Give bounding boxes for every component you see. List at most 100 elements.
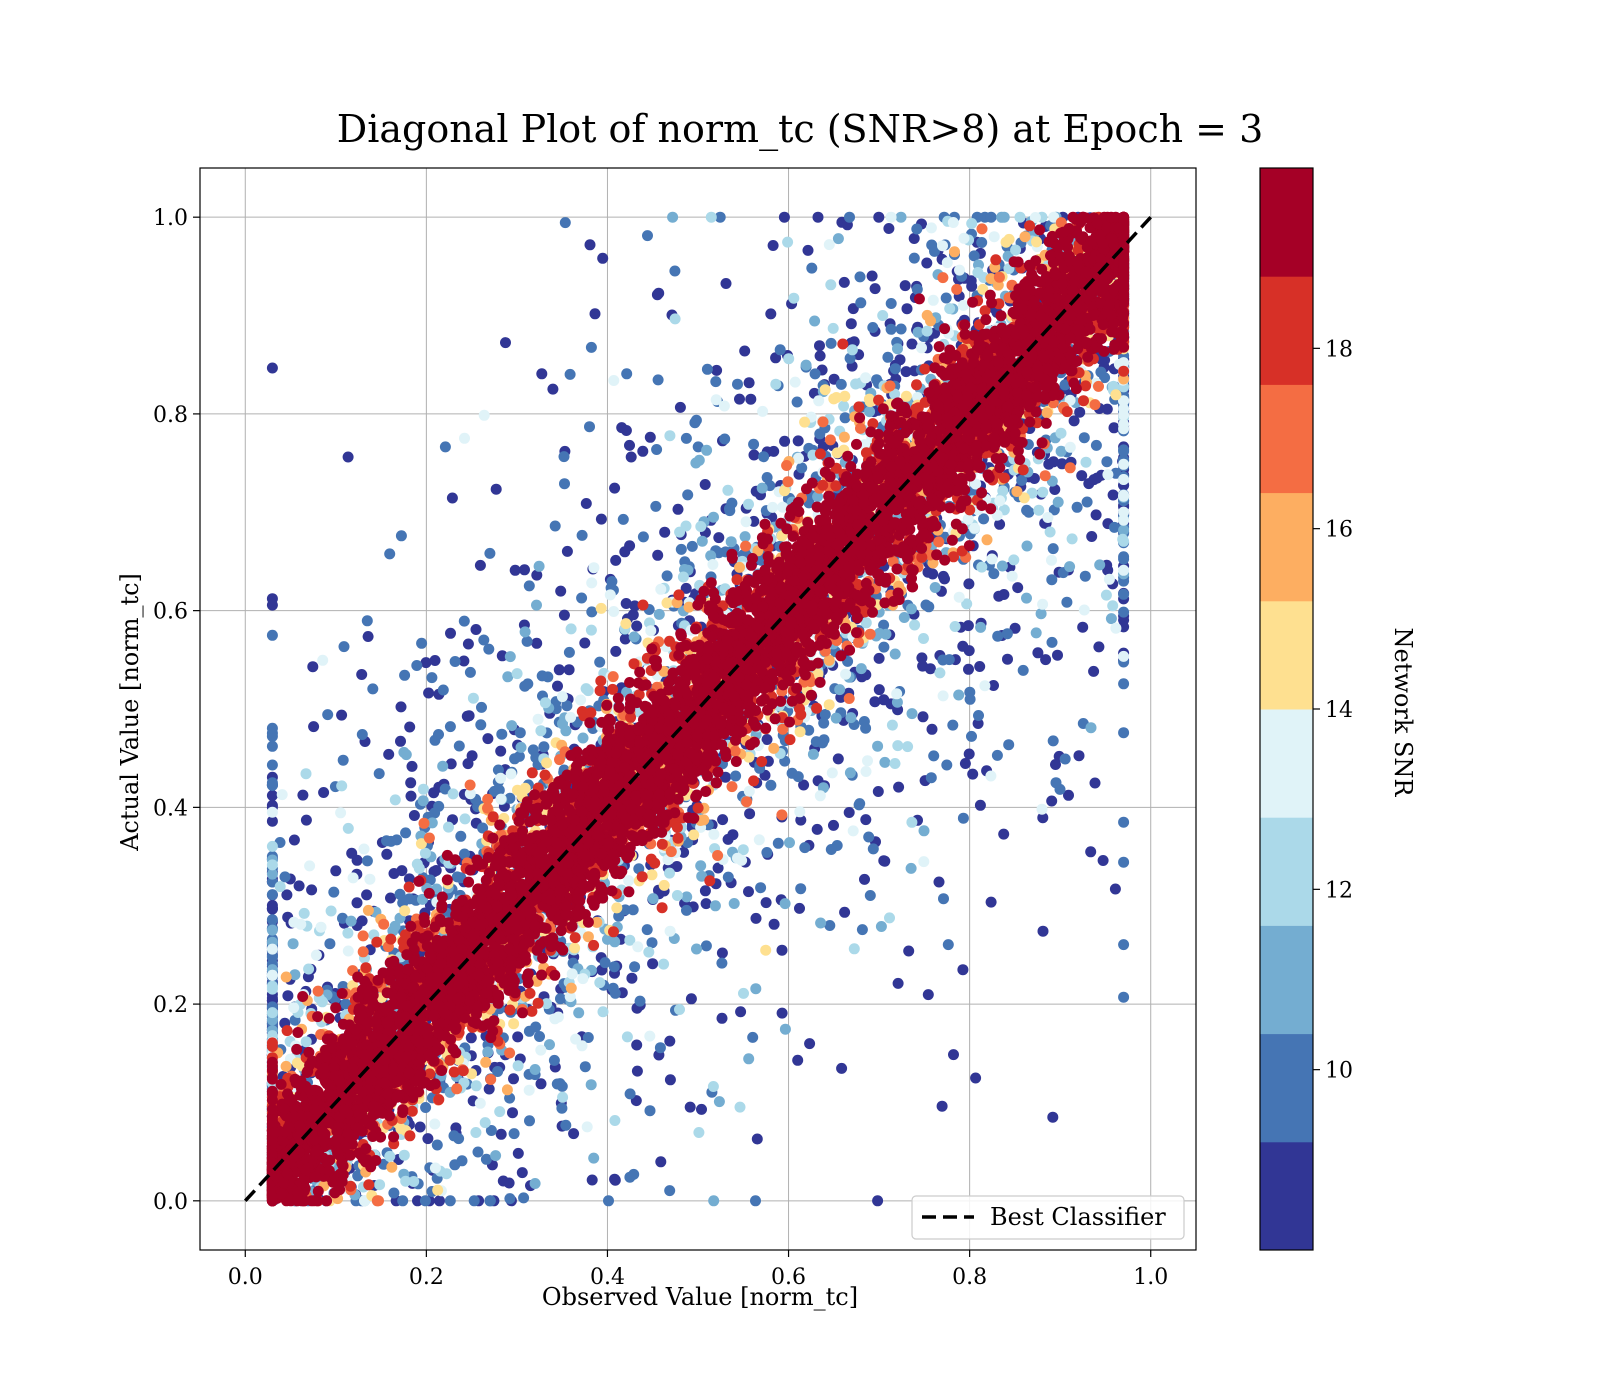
scatter-point <box>695 860 707 872</box>
scatter-point <box>575 694 587 706</box>
scatter-point <box>906 816 918 828</box>
scatter-point <box>497 1175 509 1187</box>
scatter-point <box>356 669 368 680</box>
scatter-point <box>531 637 543 649</box>
scatter-point <box>324 938 336 950</box>
scatter-point <box>814 340 825 352</box>
scatter-point <box>538 741 550 753</box>
scatter-point <box>929 582 941 593</box>
scatter-point <box>1118 490 1130 502</box>
scatter-point <box>1073 750 1085 762</box>
scatter-point <box>1118 458 1130 470</box>
scatter-point <box>642 230 653 242</box>
scatter-point <box>1110 622 1122 634</box>
scatter-point <box>1021 540 1033 552</box>
scatter-point <box>761 847 773 858</box>
scatter-point <box>559 217 571 229</box>
scatter-point <box>1064 561 1076 573</box>
scatter-point <box>905 603 917 615</box>
scatter-point <box>338 641 350 653</box>
scatter-point <box>1031 236 1042 248</box>
scatter-point <box>918 825 930 837</box>
scatter-point <box>878 641 890 653</box>
scatter-point <box>993 271 1005 283</box>
scatter-point <box>1085 722 1097 734</box>
scatter-point <box>711 364 723 376</box>
scatter-point <box>739 345 751 357</box>
scatter-point <box>300 768 312 780</box>
scatter-point <box>449 656 461 667</box>
scatter-point <box>1086 531 1098 542</box>
scatter-point <box>653 608 665 620</box>
scatter-point <box>395 530 407 542</box>
scatter-point <box>557 1091 569 1103</box>
scatter-point <box>776 809 788 821</box>
scatter-point <box>1102 469 1114 481</box>
scatter-point <box>646 937 658 949</box>
scatter-point <box>495 745 507 757</box>
scatter-point <box>792 435 804 447</box>
scatter-point <box>700 940 712 952</box>
scatter-point <box>362 904 374 916</box>
scatter-point <box>431 1139 443 1151</box>
scatter-point <box>719 433 731 445</box>
scatter-point <box>597 252 609 264</box>
scatter-point <box>1056 458 1068 470</box>
scatter-point <box>1006 570 1018 582</box>
scatter-point <box>906 338 918 350</box>
scatter-point <box>610 645 622 657</box>
scatter-point <box>884 912 895 924</box>
scatter-point <box>328 886 340 898</box>
scatter-point <box>902 741 914 753</box>
scatter-point <box>744 808 756 820</box>
scatter-point <box>266 362 278 374</box>
scatter-point <box>388 1187 400 1199</box>
scatter-point <box>885 323 897 335</box>
scatter-point <box>624 1088 636 1100</box>
scatter-point <box>644 1105 656 1117</box>
scatter-point <box>886 719 898 731</box>
scatter-point <box>696 535 708 547</box>
scatter-point <box>474 559 486 571</box>
scatter-point <box>751 1133 763 1145</box>
scatter-point <box>845 318 857 330</box>
scatter-point <box>429 1118 441 1130</box>
scatter-point <box>342 822 354 834</box>
scatter-point <box>770 378 782 390</box>
scatter-point <box>508 1018 520 1030</box>
scatter-point <box>512 1060 524 1072</box>
scatter-point <box>664 1035 676 1047</box>
scatter-point <box>1019 231 1031 243</box>
scatter-point <box>848 943 860 955</box>
scatter-point <box>765 308 777 320</box>
scatter-point <box>521 635 533 647</box>
scatter-point <box>476 701 487 713</box>
scatter-point <box>892 343 903 355</box>
scatter-point <box>453 740 465 752</box>
scatter-point <box>743 785 755 797</box>
scatter-point <box>701 363 713 375</box>
scatter-point <box>708 1195 720 1207</box>
scatter-point <box>433 729 444 740</box>
scatter-point <box>485 1074 497 1085</box>
scatter-point <box>884 380 896 392</box>
scatter-point <box>647 958 659 970</box>
scatter-point <box>740 516 752 528</box>
scatter-point <box>747 1031 759 1043</box>
scatter-point <box>964 693 976 705</box>
scatter-point <box>937 272 949 284</box>
scatter-point <box>553 664 565 676</box>
scatter-point <box>664 1074 676 1086</box>
scatter-point <box>705 211 717 223</box>
scatter-point <box>734 561 745 573</box>
scatter-point <box>985 896 997 908</box>
scatter-point <box>531 599 542 611</box>
scatter-point <box>632 941 644 953</box>
scatter-point <box>399 669 411 681</box>
scatter-point <box>750 1195 761 1207</box>
scatter-point <box>573 1007 585 1019</box>
scatter-point <box>717 814 729 826</box>
scatter-point <box>432 1184 444 1196</box>
scatter-point <box>835 378 847 390</box>
scatter-point <box>675 543 687 555</box>
